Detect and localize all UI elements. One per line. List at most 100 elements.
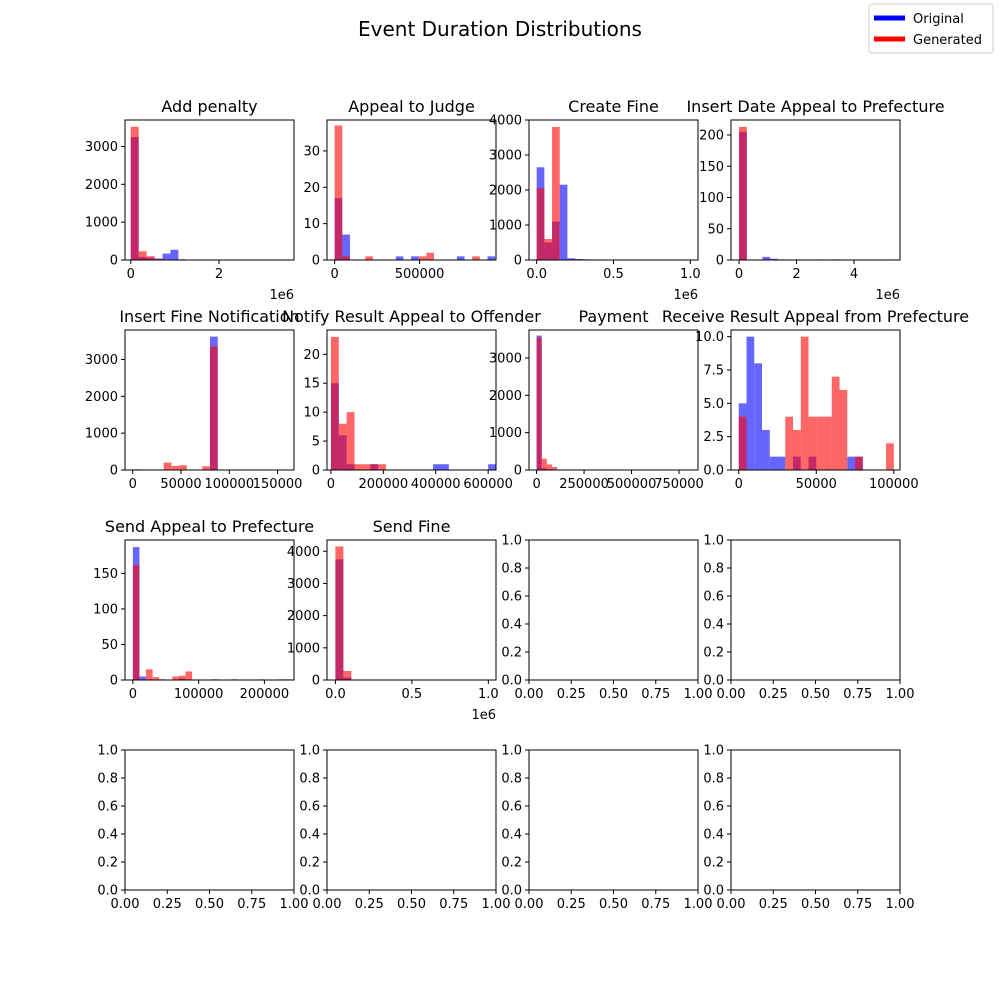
x-tick-label: 1.00 xyxy=(280,897,309,912)
histogram-bar-original xyxy=(762,430,770,470)
y-tick-label: 1000 xyxy=(85,427,118,442)
axes-frame xyxy=(124,539,295,681)
x-tick-label: 0.75 xyxy=(641,897,670,912)
y-tick-label: 0.4 xyxy=(501,828,522,843)
x-tick-label: 0.50 xyxy=(195,897,224,912)
x-tick-label: 0.75 xyxy=(843,687,872,702)
x-tick-label: 400000 xyxy=(411,477,461,492)
y-tick-label: 0 xyxy=(312,674,320,689)
histogram-bar-original xyxy=(342,234,350,260)
histogram-bar-generated xyxy=(185,671,193,680)
x-tick-label: 1.0 xyxy=(680,267,701,282)
x-tick-label: 0.75 xyxy=(843,897,872,912)
y-tick-label: 2000 xyxy=(85,178,118,193)
x-tick-label: 0.25 xyxy=(759,687,788,702)
legend-label-generated: Generated xyxy=(913,33,982,48)
subplot-title: Appeal to Judge xyxy=(348,97,475,116)
histogram-bar-generated xyxy=(816,416,825,470)
x-tick-label: 0 xyxy=(532,477,540,492)
histogram-bar-original xyxy=(440,464,449,470)
histogram-bar-generated xyxy=(330,336,339,470)
subplot-title: Send Appeal to Prefecture xyxy=(105,517,314,536)
y-tick-label: 0.8 xyxy=(501,772,522,787)
subplot-15: 0.0 0.2 0.4 0.6 0.8 1.0 0.00 0.25 0.50 0.75 1.00 xyxy=(501,744,712,913)
histogram-bar-generated xyxy=(338,423,347,470)
histogram-bar-original xyxy=(487,256,496,260)
x-tick-label: 0.25 xyxy=(153,897,182,912)
y-tick-label: 50 xyxy=(707,222,724,237)
x-tick-label: 0.50 xyxy=(599,897,628,912)
histogram-bar-generated xyxy=(132,564,140,680)
y-tick-label: 2000 xyxy=(85,390,118,405)
histogram-bar-generated xyxy=(785,416,794,470)
axes-frame xyxy=(730,539,901,681)
y-tick-label: 0.0 xyxy=(703,674,724,689)
histogram-bar-generated xyxy=(335,546,344,680)
y-tick-label: 1000 xyxy=(287,641,320,656)
y-tick-label: 0.8 xyxy=(703,562,724,577)
axes-frame xyxy=(326,329,497,471)
histogram-bar-generated xyxy=(855,456,863,470)
histogram-bar-original xyxy=(170,249,179,260)
y-tick-label: 50 xyxy=(101,638,118,653)
y-tick-label: 200 xyxy=(699,129,724,144)
subplot-10: Send Fine 0.0 0.5 1.0 0 1000 2000 3000 4000 1e6 xyxy=(287,517,499,723)
x-tick-label: 100000 xyxy=(174,687,224,702)
y-tick-label: 0.6 xyxy=(703,590,724,605)
x-tick-label: 0.25 xyxy=(557,687,586,702)
x-tick-label: 0 xyxy=(129,687,137,702)
subplot-11: 0.0 0.2 0.4 0.6 0.8 1.0 0.00 0.25 0.50 0.75 1.00 xyxy=(501,534,712,703)
x-tick-label: 0.00 xyxy=(111,897,140,912)
histogram-bar-generated xyxy=(365,256,373,260)
histogram-bar-original xyxy=(575,258,583,260)
y-tick-label: 0.0 xyxy=(703,464,724,479)
subplot-title: Create Fine xyxy=(568,97,659,116)
histogram-bar-original xyxy=(139,676,147,680)
x-tick-label: 1.0 xyxy=(478,687,499,702)
histogram-bar-original xyxy=(754,363,763,470)
histogram-bar-original xyxy=(154,258,163,260)
subplot-title: Receive Result Appeal from Prefecture xyxy=(662,307,969,326)
x-tick-label: 0.5 xyxy=(402,687,423,702)
subplot-2: Appeal to Judge 0 500000 0 10 20 30 xyxy=(303,97,497,282)
x-tick-label: 0 xyxy=(735,477,743,492)
histogram-bar-generated xyxy=(551,467,558,470)
y-tick-label: 0.6 xyxy=(501,800,522,815)
y-tick-label: 0.6 xyxy=(501,590,522,605)
histogram-bar-generated xyxy=(544,239,553,260)
histogram-bar-generated xyxy=(178,675,186,680)
x-tick-label: 0.00 xyxy=(515,687,544,702)
y-tick-label: 1.0 xyxy=(501,534,522,549)
subplot-12: 0.0 0.2 0.4 0.6 0.8 1.0 0.00 0.25 0.50 0.75 1.00 xyxy=(703,534,914,703)
histogram-bar-original xyxy=(847,456,856,470)
x-tick-label: 100000 xyxy=(204,477,254,492)
axes-frame xyxy=(528,119,699,261)
subplot-title: Payment xyxy=(578,307,648,326)
x-tick-label: 0.75 xyxy=(439,897,468,912)
histogram-bar-original xyxy=(395,256,404,260)
y-tick-label: 0.4 xyxy=(299,828,320,843)
histogram-bar-generated xyxy=(831,376,840,470)
y-tick-label: 4000 xyxy=(287,545,320,560)
histogram-bar-original xyxy=(762,256,771,260)
histogram-bar-generated xyxy=(472,256,480,260)
y-tick-label: 0 xyxy=(312,464,320,479)
y-tick-label: 20 xyxy=(303,181,320,196)
y-tick-label: 1000 xyxy=(489,426,522,441)
subplot-title: Notify Result Appeal to Offender xyxy=(282,307,541,326)
y-tick-label: 1.0 xyxy=(299,744,320,759)
x-offset-label: 1e6 xyxy=(875,288,900,303)
y-tick-label: 1.0 xyxy=(703,744,724,759)
x-tick-label: 4 xyxy=(850,267,858,282)
x-tick-label: 0.75 xyxy=(237,897,266,912)
axes-frame xyxy=(124,329,295,471)
y-tick-label: 2000 xyxy=(489,184,522,199)
x-tick-label: 1.00 xyxy=(684,897,713,912)
y-tick-label: 0.8 xyxy=(97,772,118,787)
x-offset-label: 1e6 xyxy=(269,288,294,303)
x-tick-label: 1.00 xyxy=(482,897,511,912)
y-tick-label: 0.6 xyxy=(97,800,118,815)
y-tick-label: 0.2 xyxy=(97,856,118,871)
axes-frame xyxy=(326,539,497,681)
